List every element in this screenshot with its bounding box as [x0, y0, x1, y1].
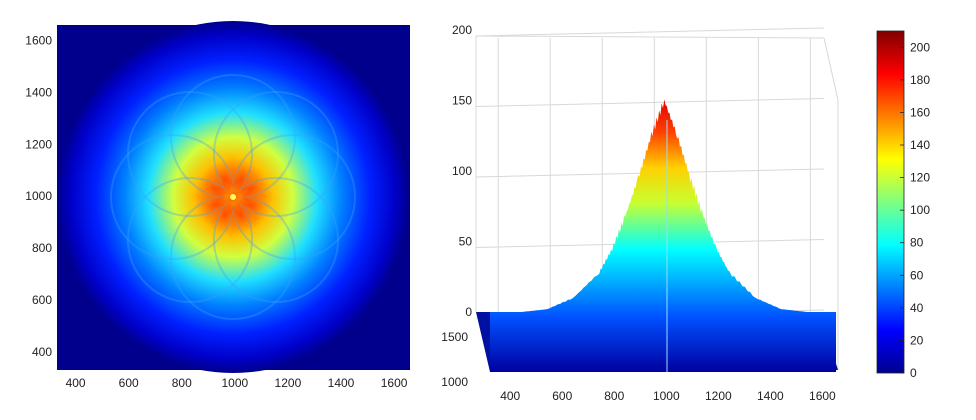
surface-z-tick-label: 100: [452, 164, 472, 178]
surface-x-tick-label: 1400: [757, 389, 784, 403]
heatmap-y-tick-label: 400: [32, 345, 52, 359]
surface-x-tick-label: 1000: [653, 389, 680, 403]
surface-profile: [490, 99, 836, 373]
surface-x-ticks: 400 600 800 1000 1200 1400 1600: [500, 389, 836, 403]
heatmap-y-tick-label: 800: [32, 241, 52, 255]
colorbar-tick-label: 80: [910, 236, 924, 250]
heatmap-y-tick-label: 1000: [25, 189, 52, 203]
heatmap-x-tick-label: 800: [172, 376, 192, 390]
surface-x-tick-label: 800: [604, 389, 624, 403]
colorbar-tick-label: 0: [910, 366, 917, 380]
surface-y-ticks: 1000 1500: [441, 330, 468, 389]
colorbar-tick-label: 20: [910, 333, 924, 347]
surface-x-tick-label: 600: [552, 389, 572, 403]
heatmap-x-tick-label: 1200: [275, 376, 302, 390]
colorbar-tick-label: 200: [910, 40, 930, 54]
surface-x-tick-label: 400: [500, 389, 520, 403]
heatmap-x-tick-label: 1400: [328, 376, 355, 390]
surface-panel: 0 50 100 150 200 400 600 800 1000 1200 1400 1600 1…: [441, 23, 839, 403]
heatmap-y-ticks: 400 600 800 1000 1200 1400 1600: [25, 34, 52, 359]
colorbar-tick-label: 120: [910, 171, 930, 185]
surface-y-tick-label: 1500: [441, 330, 468, 344]
surface-z-tick-label: 200: [452, 23, 472, 37]
heatmap-y-tick-label: 1400: [25, 85, 52, 99]
heatmap-y-tick-label: 1200: [25, 137, 52, 151]
surface-z-tick-label: 50: [459, 235, 473, 249]
colorbar-tick-label: 160: [910, 105, 930, 119]
colorbar: 0 20 40 60 80 100 120 140 160 180 200: [876, 30, 930, 380]
colorbar-tick-label: 140: [910, 138, 930, 152]
colorbar-bar: [876, 30, 905, 374]
heatmap-x-ticks: 400 600 800 1000 1200 1400 1600: [66, 376, 408, 390]
colorbar-tick-label: 100: [910, 203, 930, 217]
surface-x-tick-label: 1200: [705, 389, 732, 403]
colorbar-ticks: 0 20 40 60 80 100 120 140 160 180 200: [900, 40, 930, 380]
heatmap-x-tick-label: 1000: [221, 376, 248, 390]
heatmap-x-tick-label: 1600: [381, 376, 408, 390]
heatmap-core-star: [185, 149, 281, 245]
heatmap-petals: [110, 74, 356, 320]
surface-z-tick-label: 150: [452, 94, 472, 108]
surface-x-tick-label: 1600: [809, 389, 836, 403]
colorbar-tick-label: 180: [910, 73, 930, 87]
heatmap-x-tick-label: 400: [66, 376, 86, 390]
surface-y-tick-label: 1000: [441, 375, 468, 389]
heatmap-y-tick-label: 1600: [25, 34, 52, 48]
surface-z-tick-label: 0: [465, 305, 472, 319]
heatmap-panel: 400 600 800 1000 1200 1400 1600 400 600 800 1000 1…: [25, 21, 410, 390]
heatmap-x-tick-label: 600: [119, 376, 139, 390]
heatmap-y-tick-label: 600: [32, 293, 52, 307]
colorbar-tick-label: 40: [910, 301, 924, 315]
colorbar-tick-label: 60: [910, 268, 924, 282]
surface-z-ticks: 0 50 100 150 200: [452, 23, 472, 319]
